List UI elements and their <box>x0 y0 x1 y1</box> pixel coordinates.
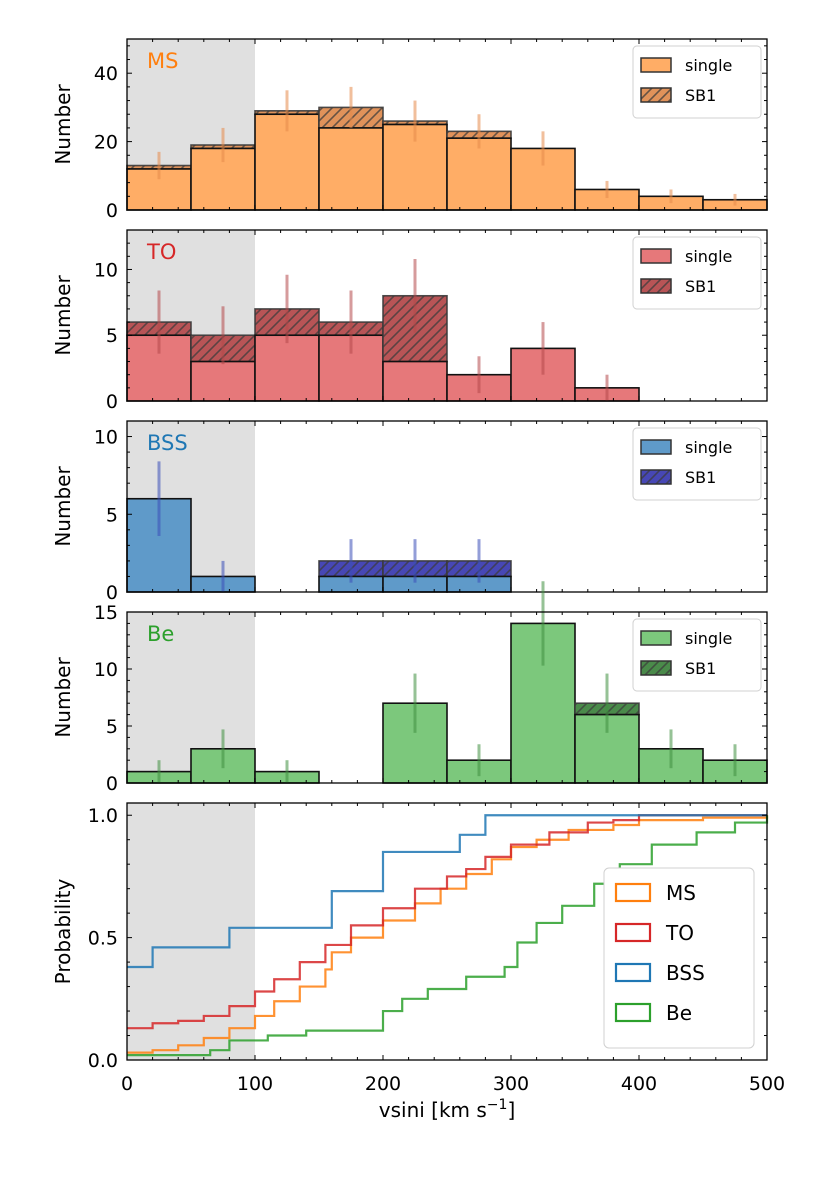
legend-swatch-be <box>614 1002 652 1023</box>
shaded-region <box>127 803 255 1060</box>
cdf-line-bss <box>127 814 767 969</box>
legend-label-single: single <box>685 438 732 457</box>
y-tick-label: 0.0 <box>88 1050 118 1072</box>
panel-frame <box>126 420 768 593</box>
legend-label-sb1: SB1 <box>685 468 716 487</box>
y-tick-label: 0 <box>106 391 118 413</box>
y-tick-label: 10 <box>94 659 118 681</box>
y-axis-label: Probability <box>51 878 75 984</box>
legend-swatch-single <box>640 630 672 646</box>
cdf-line-be <box>127 815 769 1057</box>
legend-swatch-sb1 <box>640 87 672 103</box>
legend-label-ms: MS <box>666 881 696 905</box>
y-tick-label: 15 <box>94 602 118 624</box>
legend-swatch-single <box>640 57 672 73</box>
panel-label: Be <box>147 622 174 646</box>
legend-swatch-ms <box>614 882 652 903</box>
x-axis-label-main: vsini [km s <box>379 1098 487 1122</box>
x-tick-label: 300 <box>493 1073 529 1095</box>
legend-label-be: Be <box>666 1001 692 1025</box>
x-tick-label: 400 <box>621 1073 657 1095</box>
single-bar <box>190 360 256 402</box>
single-bar <box>382 360 448 402</box>
y-tick-label: 40 <box>94 63 118 85</box>
panel-label: BSS <box>147 431 188 455</box>
x-axis-label: vsini [km s−1] <box>379 1097 516 1122</box>
y-tick-label: 0 <box>106 200 118 222</box>
y-tick-label: 10 <box>94 259 118 281</box>
y-tick-label: 10 <box>94 427 118 449</box>
single-bar <box>254 334 320 402</box>
legend-swatch-to <box>614 922 652 943</box>
legend-swatch-sb1 <box>640 278 672 294</box>
y-axis-label: Number <box>51 275 75 356</box>
x-tick-label: 500 <box>749 1073 785 1095</box>
y-tick-label: 0 <box>106 582 118 604</box>
legend-label-single: single <box>685 56 732 75</box>
panel-label: TO <box>146 240 176 264</box>
x-axis-label-sup: −1 <box>487 1097 508 1113</box>
legend-swatch-single <box>640 439 672 455</box>
x-tick-label: 0 <box>121 1073 133 1095</box>
legend-label-sb1: SB1 <box>685 86 716 105</box>
y-tick-label: 20 <box>94 132 118 154</box>
single-bar <box>446 137 512 211</box>
panel-frame <box>126 229 768 402</box>
y-tick-label: 5 <box>106 325 118 347</box>
panel-frame <box>126 611 768 784</box>
x-axis-label-end: ] <box>507 1098 515 1122</box>
y-axis-label: Number <box>51 466 75 547</box>
legend-label-bss: BSS <box>666 961 705 985</box>
cdf-line-to <box>127 814 767 1030</box>
single-bar <box>318 127 384 211</box>
legend-swatch-bss <box>614 962 652 983</box>
legend-label-to: TO <box>665 921 694 945</box>
legend-swatch-sb1 <box>640 660 672 676</box>
panel-frame <box>126 802 768 1061</box>
x-tick-label: 200 <box>365 1073 401 1095</box>
x-tick-label: 100 <box>237 1073 273 1095</box>
y-tick-label: 0 <box>106 773 118 795</box>
y-axis-label: Number <box>51 657 75 738</box>
y-tick-label: 5 <box>106 716 118 738</box>
panel-label: MS <box>147 49 178 73</box>
legend-label-single: single <box>685 629 732 648</box>
legend-label-sb1: SB1 <box>685 659 716 678</box>
panel-frame <box>126 38 768 211</box>
legend-label-single: single <box>685 247 732 266</box>
y-tick-label: 1.0 <box>88 805 118 827</box>
y-axis-label: Number <box>51 84 75 165</box>
y-tick-label: 0.5 <box>88 928 118 950</box>
legend-label-sb1: SB1 <box>685 277 716 296</box>
y-tick-label: 5 <box>106 504 118 526</box>
legend-swatch-single <box>640 248 672 264</box>
legend-swatch-sb1 <box>640 469 672 485</box>
